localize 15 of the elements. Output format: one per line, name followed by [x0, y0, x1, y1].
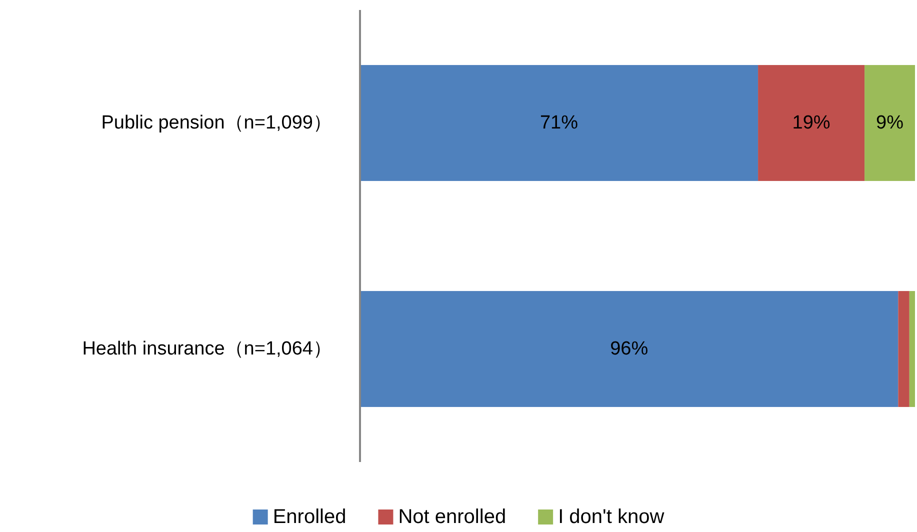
data-label: 9% [876, 112, 904, 134]
data-label: 19% [792, 112, 830, 134]
legend-label: I don't know [558, 506, 665, 528]
y-tick-label: Public pension（n=1,099） [101, 112, 332, 134]
legend-label: Enrolled [272, 506, 346, 528]
bar [864, 65, 915, 181]
bar [909, 291, 915, 407]
bar [360, 291, 898, 407]
y-tick-label: Health insurance（n=1,064） [82, 338, 332, 360]
data-label: 96% [610, 338, 648, 360]
bar [758, 65, 865, 181]
bar [360, 65, 758, 181]
data-label: 71% [540, 112, 578, 134]
legend-label: Not enrolled [398, 506, 506, 528]
bar [898, 291, 910, 407]
